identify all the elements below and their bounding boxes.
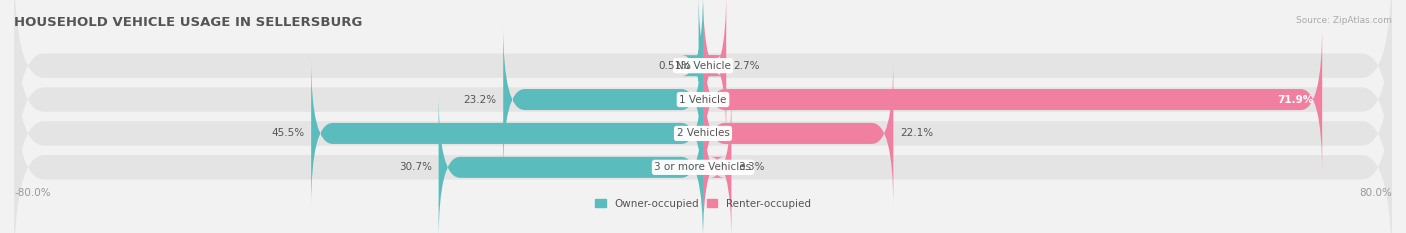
Text: 30.7%: 30.7% [399,162,432,172]
FancyBboxPatch shape [14,0,1392,206]
Text: 1 Vehicle: 1 Vehicle [679,95,727,105]
Text: 2.7%: 2.7% [733,61,759,71]
Text: 80.0%: 80.0% [1360,188,1392,198]
FancyBboxPatch shape [503,25,703,174]
Legend: Owner-occupied, Renter-occupied: Owner-occupied, Renter-occupied [591,194,815,213]
FancyBboxPatch shape [14,61,1392,233]
Text: 3.3%: 3.3% [738,162,765,172]
Text: Source: ZipAtlas.com: Source: ZipAtlas.com [1296,16,1392,25]
Text: 71.9%: 71.9% [1277,95,1313,105]
Text: -80.0%: -80.0% [14,188,51,198]
FancyBboxPatch shape [703,0,727,140]
FancyBboxPatch shape [439,93,703,233]
Text: 0.51%: 0.51% [659,61,692,71]
FancyBboxPatch shape [703,59,893,208]
FancyBboxPatch shape [14,0,1392,172]
Text: 23.2%: 23.2% [463,95,496,105]
FancyBboxPatch shape [703,93,731,233]
Text: 2 Vehicles: 2 Vehicles [676,128,730,138]
Text: HOUSEHOLD VEHICLE USAGE IN SELLERSBURG: HOUSEHOLD VEHICLE USAGE IN SELLERSBURG [14,16,363,29]
Text: No Vehicle: No Vehicle [675,61,731,71]
Text: 3 or more Vehicles: 3 or more Vehicles [654,162,752,172]
FancyBboxPatch shape [311,59,703,208]
FancyBboxPatch shape [682,0,720,140]
Text: 45.5%: 45.5% [271,128,304,138]
FancyBboxPatch shape [703,25,1322,174]
Text: 22.1%: 22.1% [900,128,934,138]
FancyBboxPatch shape [14,27,1392,233]
